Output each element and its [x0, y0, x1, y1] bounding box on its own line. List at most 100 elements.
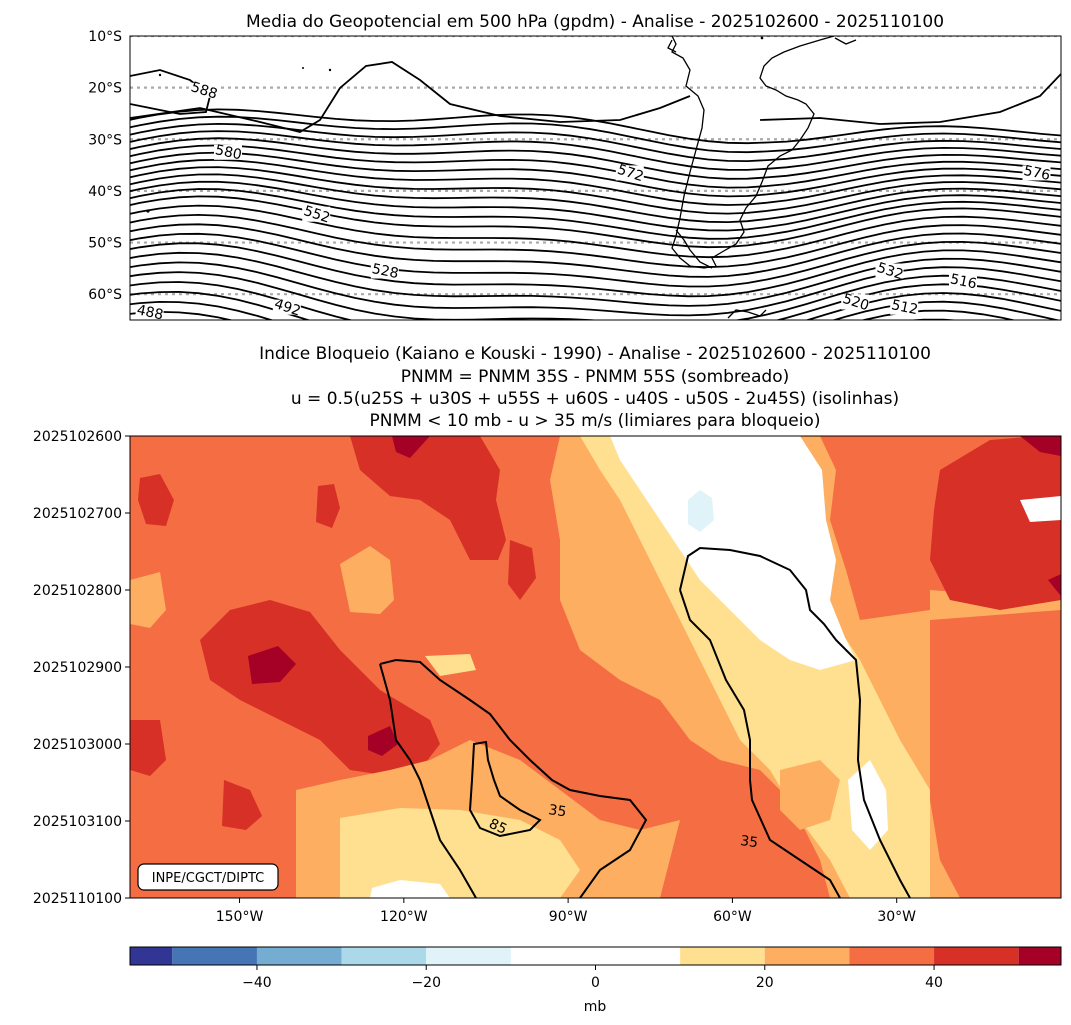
geopotential-contour: [130, 115, 1061, 154]
shade-20-30-left: [130, 572, 166, 628]
islands: [146, 36, 764, 213]
shade-40-50-spot-2: [316, 484, 340, 528]
geopotential-contours: [130, 61, 1061, 320]
contour-label-552: 552: [302, 203, 332, 226]
colorbar-segment: [595, 947, 681, 965]
isoline-label-35: 35: [548, 802, 568, 820]
geopotential-contour: [130, 223, 1061, 278]
contour-label-bg: [1022, 165, 1051, 181]
contour-label-516: 516: [949, 271, 979, 292]
colorbar-segment: [934, 947, 1019, 965]
colorbar-tick-label: −20: [411, 975, 441, 991]
geopotential-contour: [130, 242, 1061, 298]
contour-label-512: 512: [890, 297, 919, 318]
geopotential-contour: [130, 144, 1061, 189]
contour-588: [130, 69, 212, 115]
shade-10-20-band: [580, 436, 930, 898]
shade-below-10-south: [848, 760, 888, 850]
contour-label-520: 520: [841, 291, 871, 314]
contour-label-588: 588: [189, 79, 219, 102]
shade-50-plus-right-top: [1020, 436, 1061, 456]
contour-label-488: 488: [135, 302, 164, 323]
geopotential-contour: [130, 166, 1061, 215]
geopotential-contour: [130, 195, 1061, 249]
geopotential-contour: [130, 188, 1061, 240]
shade-40-50-spot-4: [222, 780, 262, 830]
bottom-title-line-4: PNMM < 10 mb - u > 35 m/s (limiares para…: [370, 411, 821, 431]
contour-label-bg: [615, 165, 644, 181]
u-isolines: [379, 546, 911, 898]
bottom-title-line-1: Indice Bloqueio (Kaiano e Kouski - 1990)…: [259, 344, 931, 364]
colorbar-tick-label: 0: [591, 975, 600, 991]
isoline-labels: 35 85 35: [486, 802, 759, 851]
watermark-text: INPE/CGCT/DIPTC: [152, 871, 264, 886]
geopotential-contour: [130, 261, 1061, 317]
shade-50-plus-top: [392, 436, 430, 458]
shade-below-10-right: [1020, 496, 1061, 522]
contour-label-528: 528: [370, 261, 399, 282]
geopotential-contour: [130, 251, 1061, 307]
shade-50-plus-right-mid: [1048, 574, 1061, 596]
shade-20-30-spot: [340, 546, 394, 614]
geopotential-contour: [130, 130, 1061, 171]
lon-tick-label: 60°W: [713, 909, 752, 925]
colorbar-tick-label: 20: [756, 975, 774, 991]
colorbar-segment: [680, 947, 765, 965]
time-tick-label: 2025110100: [33, 891, 122, 907]
contour-label-532: 532: [875, 260, 905, 283]
lon-tick-label: 150°W: [216, 909, 264, 925]
shade-40-50-spot-3: [508, 540, 536, 600]
top-map-frame: [129, 35, 1062, 321]
shade-30-40-right-lower: [930, 610, 1061, 898]
contour-label-572: 572: [615, 162, 645, 185]
lat-tick-label: 20°S: [88, 81, 122, 97]
shade-20-30-islet: [780, 760, 840, 830]
geopotential-contour: [130, 180, 1061, 232]
colorbar-tick-label: 40: [925, 975, 943, 991]
colorbar-segment: [256, 947, 342, 965]
geopotential-contour: [130, 137, 1061, 180]
shade-40-50-upper: [350, 436, 506, 560]
colorbar: −40 −20 0 20 40: [129, 946, 1062, 991]
shade-10-20-spot: [425, 654, 476, 676]
geopotential-contour: [130, 271, 1061, 320]
contour-label-bg: [890, 299, 919, 315]
lat-tick-label: 40°S: [88, 184, 122, 200]
colorbar-segment: [849, 947, 935, 965]
shade-40-50-spot-1: [138, 474, 174, 526]
geopotential-contour: [130, 158, 1061, 206]
bottom-title-line-2: PNMM = PNMM 35S - PNMM 55S (sombreado): [401, 367, 790, 387]
contour-label-bg: [272, 299, 301, 315]
colorbar-segment: [341, 947, 427, 965]
contour-label-492: 492: [272, 296, 302, 319]
geopotential-contour: [130, 122, 1061, 163]
shade-50-plus-core-1: [248, 646, 296, 684]
contour-label-bg: [875, 263, 904, 279]
shade-below-10-bottom: [370, 880, 450, 898]
geopotential-contour: [130, 204, 1061, 259]
colorbar-segment: [1018, 947, 1061, 965]
geopotential-contour: [130, 108, 1061, 145]
latitude-gridlines: [130, 36, 1061, 296]
geopotential-contour: [130, 213, 1061, 269]
geopotential-contour: [130, 281, 1061, 320]
contour-label-580: 580: [214, 142, 243, 163]
top-latitude-axis: 10°S 20°S 30°S 40°S 50°S 60°S: [88, 29, 122, 303]
contour-label-576: 576: [1022, 163, 1052, 184]
lon-tick-label: 120°W: [380, 909, 428, 925]
time-tick-label: 2025103000: [33, 737, 122, 753]
shade-10-20-lower: [340, 808, 580, 898]
ridge-contour-east: [759, 73, 1061, 125]
contour-labels: 588 580 572 576 552 528 532 516 520 512 492 488: [135, 79, 1052, 323]
colorbar-segment: [764, 947, 850, 965]
colorbar-tick-label: −40: [242, 975, 272, 991]
contour-label-bg: [841, 294, 870, 310]
time-tick-label: 2025102600: [33, 429, 122, 445]
top-title: Media do Geopotencial em 500 hPa (gpdm) …: [246, 12, 944, 32]
contour-label-bg: [189, 82, 218, 98]
shade-40-50-right: [930, 436, 1061, 610]
time-tick-label: 2025102900: [33, 660, 122, 676]
lat-tick-label: 30°S: [88, 132, 122, 148]
geopotential-contour: [130, 173, 1061, 224]
